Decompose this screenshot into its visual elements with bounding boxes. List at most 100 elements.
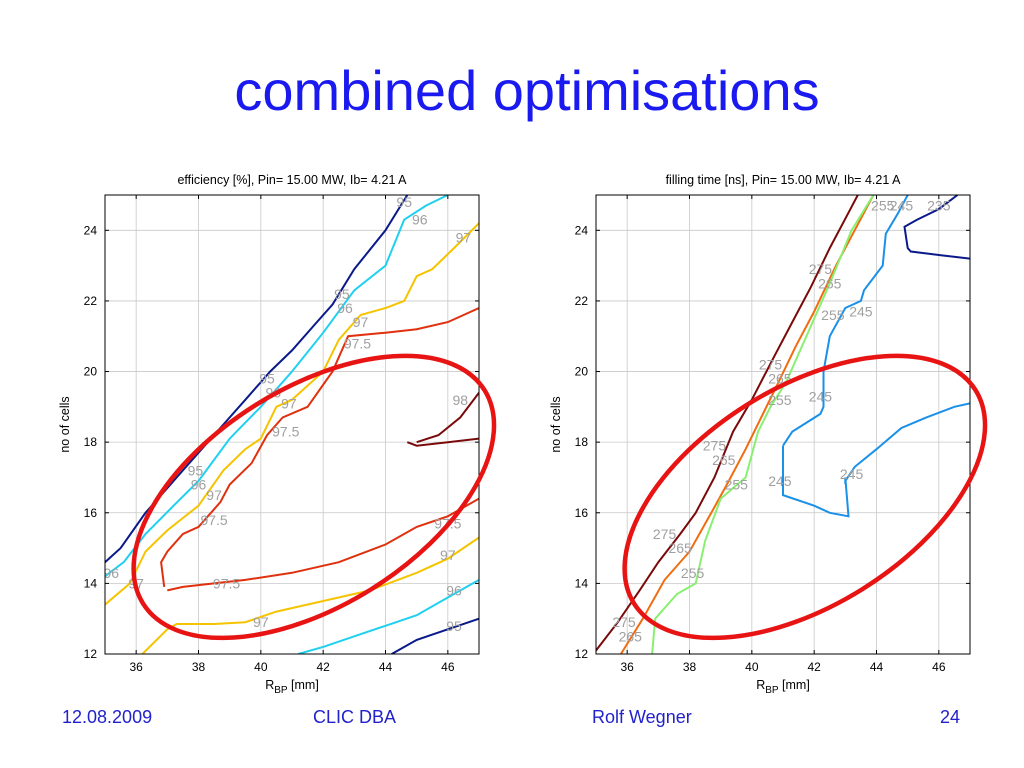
contour-label: 255 [871,198,895,214]
contour-label: 245 [768,473,792,489]
contour-label: 245 [849,304,873,320]
x-tick-label: 38 [683,660,697,674]
contour-line-96 [105,195,449,578]
contour-plots: 95969795969797.595969797.59895969797.596… [58,173,988,696]
x-axis-label-unit: [mm] [288,678,319,692]
highlight-ellipse [131,353,497,641]
contour-label: 97 [253,614,269,630]
y-tick-label: 18 [575,435,589,449]
contour-label: 275 [612,614,636,630]
contour-line-97 [105,222,479,606]
contour-label: 265 [668,540,692,556]
contour-label: 97 [206,487,222,503]
contour-label: 245 [809,388,833,404]
y-tick-label: 12 [84,647,98,661]
contour-label: 245 [840,466,864,482]
contour-label: 95 [334,286,350,302]
contour-line-255 [651,195,875,654]
contour-line-235 [903,195,970,260]
y-axis-label: no of cells [549,396,563,452]
contour-line-95 [391,617,479,654]
y-tick-label: 24 [84,223,98,237]
contour-label: 275 [703,438,727,454]
contour-line-97_5 [160,307,479,588]
contour-label: 96 [412,212,428,228]
contour-label: 235 [927,198,951,214]
contour-label: 95 [396,194,412,210]
x-axis-label-unit: [mm] [779,678,810,692]
x-axis-label-subscript: BP [765,685,779,696]
contour-label: 97.5 [200,512,227,528]
axes-box [104,194,480,655]
x-tick-label: 44 [870,660,884,674]
x-axis-label: RBP [mm] [265,678,319,696]
x-tick-label: 42 [807,660,821,674]
footer-page-number: 24 [940,707,961,727]
contour-label: 96 [191,477,207,493]
y-tick-label: 14 [575,576,589,590]
contour-label: 265 [712,452,736,468]
contour-label: 275 [809,261,833,277]
contour-line-98 [416,392,479,444]
contour-label: 95 [259,371,275,387]
contour-label: 255 [768,392,792,408]
contour-line-97_5 [167,497,479,592]
x-tick-label: 40 [254,660,268,674]
contour-line-97 [141,536,479,654]
x-tick-label: 44 [379,660,393,674]
contour-label: 97.5 [272,424,299,440]
contour-label: 255 [681,565,705,581]
contour-label: 96 [103,565,119,581]
contour-label: 255 [725,477,749,493]
contour-label: 95 [188,462,204,478]
footer-date: 12.08.2009 [62,707,153,727]
y-tick-label: 16 [575,506,589,520]
x-tick-label: 42 [316,660,330,674]
y-tick-label: 12 [575,647,589,661]
x-tick-label: 36 [129,660,143,674]
x-axis-label: RBP [mm] [756,678,810,696]
contour-label: 97 [281,395,297,411]
y-tick-label: 24 [575,223,589,237]
contour-label: 245 [890,198,914,214]
y-tick-label: 20 [575,365,589,379]
y-tick-label: 20 [84,365,98,379]
contour-label: 95 [446,618,462,634]
x-tick-label: 46 [441,660,455,674]
contour-label: 98 [453,392,469,408]
contour-label: 97 [440,547,456,563]
footer-event: CLIC DBA [313,707,397,727]
contour-line-96 [297,579,479,654]
y-tick-label: 22 [575,294,589,308]
y-tick-label: 22 [84,294,98,308]
contour-label: 275 [653,526,677,542]
contour-label: 96 [337,300,353,316]
x-axis-label-main: R [265,678,274,692]
x-tick-label: 46 [932,660,946,674]
contour-line-245 [782,195,909,447]
y-axis-label: no of cells [58,396,72,452]
contour-label: 255 [821,307,845,323]
axes-box [595,194,971,655]
contour-line-265 [620,195,875,654]
chart-title: filling time [ns], Pin= 15.00 MW, Ib= 4.… [666,173,902,187]
x-axis-label-main: R [756,678,765,692]
chart-1: 95969795969797.595969797.59895969797.596… [58,173,497,696]
footer-author: Rolf Wegner [592,707,692,727]
contour-label: 97 [353,314,369,330]
contour-label: 265 [619,628,643,644]
x-tick-label: 40 [745,660,759,674]
contour-line-245 [782,402,970,518]
contour-label: 97.5 [213,575,240,591]
y-tick-label: 18 [84,435,98,449]
y-tick-label: 14 [84,576,98,590]
x-tick-label: 36 [620,660,634,674]
contour-label: 96 [446,582,462,598]
contour-group: 95969795969797.595969797.59895969797.596… [103,194,479,654]
contour-label: 97 [456,229,472,245]
chart-title: efficiency [%], Pin= 15.00 MW, Ib= 4.21 … [177,173,407,187]
x-tick-label: 38 [192,660,206,674]
x-axis-label-subscript: BP [274,685,288,696]
